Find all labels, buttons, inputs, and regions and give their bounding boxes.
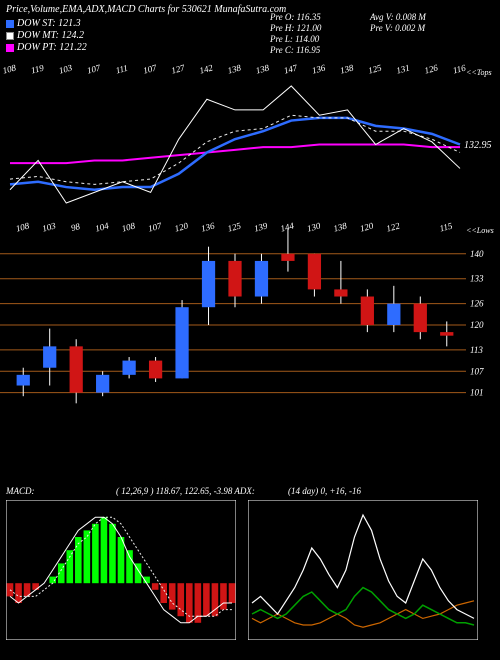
macd-subtitle: ( 12,26,9 ) 118.67, 122.65, -3.98 ADX: — [116, 486, 255, 496]
svg-text:140: 140 — [470, 249, 484, 259]
svg-text:126: 126 — [470, 299, 484, 309]
chart-container: Price,Volume,EMA,ADX,MACD Charts for 530… — [0, 0, 500, 660]
svg-text:115: 115 — [438, 220, 453, 233]
svg-text:120: 120 — [173, 220, 189, 233]
macd-title: MACD: — [6, 486, 35, 496]
legend-label: DOW MT: 124.2 — [17, 30, 84, 41]
adx-subtitle: (14 day) 0, +16, -16 — [288, 486, 361, 496]
swatch-icon — [6, 20, 14, 28]
svg-text:144: 144 — [279, 220, 295, 233]
svg-text:107: 107 — [86, 62, 102, 75]
svg-text:98: 98 — [70, 221, 82, 233]
svg-text:120: 120 — [359, 220, 375, 233]
svg-text:138: 138 — [226, 62, 242, 75]
tops-label: <<Tops — [466, 68, 492, 77]
svg-text:130: 130 — [306, 220, 322, 233]
svg-text:138: 138 — [255, 62, 271, 75]
legend-row-0: DOW ST: 121.3 — [6, 18, 81, 29]
svg-text:136: 136 — [200, 220, 216, 233]
svg-text:107: 107 — [147, 220, 163, 233]
svg-text:119: 119 — [30, 62, 45, 75]
svg-text:104: 104 — [94, 220, 110, 233]
svg-text:127: 127 — [170, 62, 186, 75]
svg-text:103: 103 — [41, 220, 57, 233]
svg-text:139: 139 — [253, 220, 269, 233]
svg-text:107: 107 — [142, 62, 158, 75]
svg-text:120: 120 — [470, 320, 484, 330]
svg-text:142: 142 — [198, 62, 214, 75]
svg-text:125: 125 — [226, 220, 242, 233]
candlestick-chart: 140 133 126 120 113 107 101 108 103 98 104 108 107 12… — [0, 218, 500, 418]
end-value-label: 132.95 — [464, 140, 492, 151]
svg-text:111: 111 — [115, 63, 129, 76]
svg-text:133: 133 — [470, 274, 484, 284]
svg-text:107: 107 — [470, 366, 484, 376]
lows-label: <<Lows — [466, 226, 494, 235]
legend-row-1: DOW MT: 124.2 — [6, 30, 84, 41]
svg-text:138: 138 — [332, 220, 348, 233]
svg-text:108: 108 — [1, 62, 17, 75]
svg-text:136: 136 — [311, 62, 327, 75]
upper-line-chart: 108 119 103 107 111 107 127 142 138 138 147 136 138 1… — [0, 60, 500, 215]
svg-text:131: 131 — [395, 63, 411, 76]
swatch-icon — [6, 44, 14, 52]
svg-text:125: 125 — [367, 62, 383, 75]
svg-text:108: 108 — [15, 220, 31, 233]
svg-text:147: 147 — [283, 62, 299, 75]
svg-text:138: 138 — [339, 62, 355, 75]
svg-text:122: 122 — [385, 220, 401, 233]
legend-label: DOW ST: 121.3 — [17, 18, 81, 29]
legend-row-2: DOW PT: 121.22 — [6, 42, 87, 53]
svg-text:103: 103 — [58, 62, 74, 75]
svg-text:113: 113 — [470, 345, 483, 355]
swatch-icon — [6, 32, 14, 40]
svg-text:108: 108 — [121, 220, 137, 233]
svg-text:101: 101 — [470, 388, 484, 398]
adx-chart — [248, 500, 478, 640]
svg-text:126: 126 — [423, 62, 439, 75]
page-title: Price,Volume,EMA,ADX,MACD Charts for 530… — [6, 4, 286, 15]
info-left: Pre O: 116.35Pre H: 121.00Pre L: 114.00P… — [270, 12, 321, 56]
info-right: Avg V: 0.008 MPre V: 0.002 M — [370, 12, 426, 34]
legend-label: DOW PT: 121.22 — [17, 42, 87, 53]
svg-text:116: 116 — [452, 62, 467, 75]
macd-chart — [6, 500, 236, 640]
